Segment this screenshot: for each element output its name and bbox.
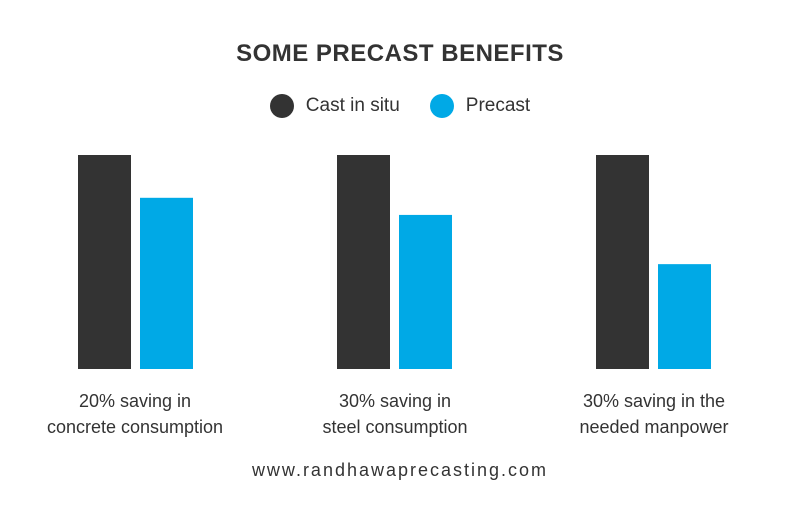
legend-item-cast-in-situ: Cast in situ bbox=[269, 94, 400, 118]
bar-precast-2 bbox=[658, 264, 711, 369]
legend-swatch-cast-in-situ bbox=[269, 94, 294, 118]
category-label-line: concrete consumption bbox=[46, 417, 224, 437]
bar-cast-in-situ-0 bbox=[78, 155, 131, 369]
bar-cast-in-situ-2 bbox=[596, 155, 649, 369]
chart-title: SOME PRECAST BENEFITS bbox=[236, 40, 564, 67]
category-label-concrete: 20% saving in concrete consumption bbox=[15, 388, 255, 440]
category-label-line: 20% saving in bbox=[78, 391, 192, 411]
category-label-line: 30% saving in the bbox=[582, 391, 726, 411]
legend-swatch-precast bbox=[429, 94, 454, 118]
category-label-manpower: 30% saving in the needed manpower bbox=[534, 388, 774, 440]
category-label-line: 30% saving in bbox=[338, 391, 452, 411]
legend: Cast in situ Precast bbox=[0, 94, 800, 118]
bar-cast-in-situ-1 bbox=[337, 155, 390, 369]
bar-precast-1 bbox=[399, 214, 452, 369]
legend-item-precast: Precast bbox=[429, 94, 531, 118]
category-label-line: steel consumption bbox=[322, 417, 468, 437]
category-label-steel: 30% saving in steel consumption bbox=[275, 388, 515, 440]
legend-label-precast: Precast bbox=[465, 95, 531, 116]
website-url: www.randhawaprecasting.com bbox=[251, 460, 549, 480]
bar-precast-0 bbox=[140, 197, 193, 369]
legend-label-cast-in-situ: Cast in situ bbox=[305, 95, 400, 116]
category-label-line: needed manpower bbox=[579, 417, 729, 437]
